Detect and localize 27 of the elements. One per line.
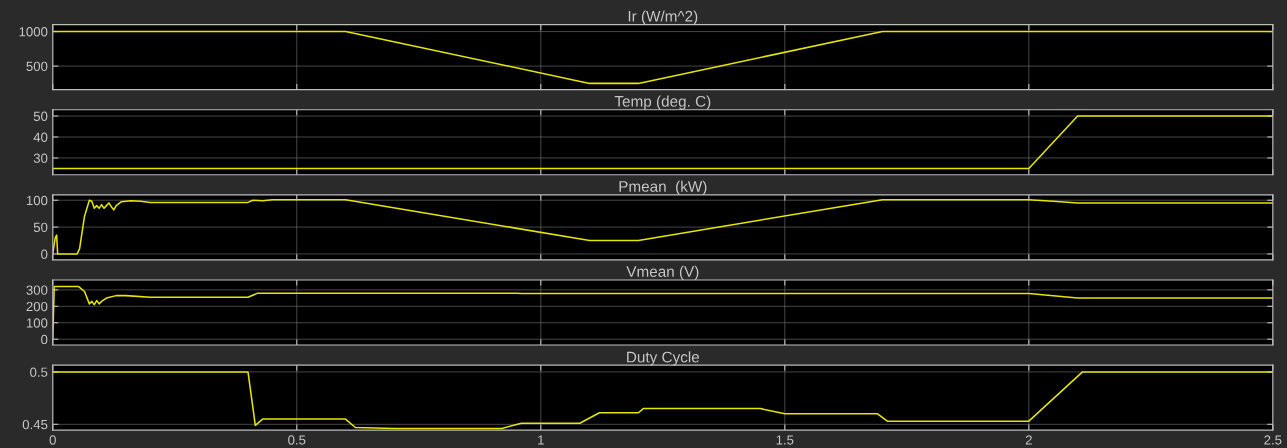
chart-title: Ir (W/m^2) [628, 10, 698, 25]
y-tick-label: 0.5 [30, 367, 48, 377]
y-tick-label: 0 [41, 249, 48, 259]
y-tick-label: 100 [26, 318, 48, 328]
chart-title: Vmean (V) [626, 265, 699, 280]
x-tick-label: 2.5 [1264, 435, 1282, 445]
x-tick-label: 1 [538, 435, 544, 445]
y-tick-label: 300 [26, 285, 48, 295]
line-series [52, 198, 1273, 255]
y-tick-label: 50 [33, 222, 48, 232]
x-tick-label: 0.5 [288, 435, 306, 445]
y-tick-label: 0.45 [22, 419, 48, 430]
y-tick-label: 1000 [19, 27, 48, 37]
chart-title: Temp (deg. C) [614, 95, 711, 110]
y-tick-label: 0 [41, 334, 48, 345]
line-series [52, 285, 1273, 340]
y-tick-label: 500 [26, 61, 48, 72]
x-tick-label: 2 [1025, 435, 1032, 445]
x-tick-label: 0 [49, 435, 56, 445]
y-tick-label: 100 [26, 195, 48, 206]
x-tick-label: 1.5 [776, 435, 794, 445]
chart-title: Duty Cycle [627, 351, 700, 366]
chart-title: Pmean (kW) [619, 180, 707, 195]
y-tick-label: 40 [33, 132, 48, 142]
y-tick-label: 200 [26, 301, 48, 312]
y-tick-label: 50 [33, 111, 48, 121]
y-tick-label: 30 [33, 153, 48, 163]
